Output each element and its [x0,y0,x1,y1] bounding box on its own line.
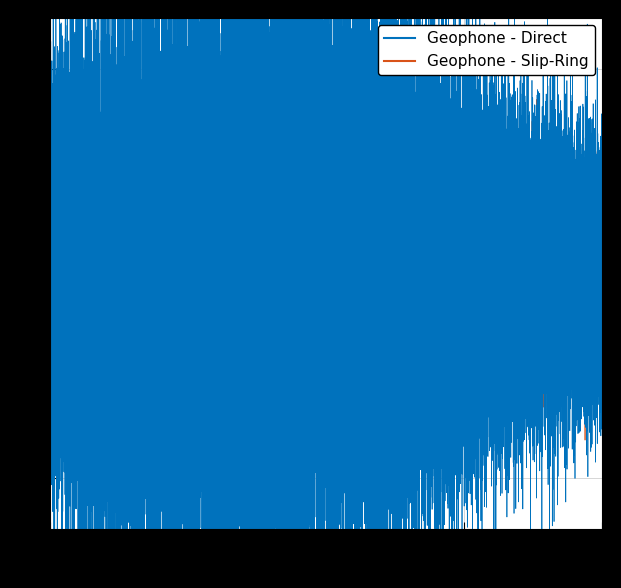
Geophone - Slip-Ring [456,256,464,263]
Legend: Geophone - Direct, Geophone - Slip-Ring: Geophone - Direct, Geophone - Slip-Ring [378,25,595,75]
Geophone - Direct [379,58,386,65]
Geophone - Slip-Ring [346,240,353,248]
Geophone - Direct [599,268,606,275]
Geophone - Direct [84,131,91,138]
Geophone - Slip-Ring [533,96,540,103]
Line: Geophone - Direct: Geophone - Direct [50,0,602,588]
Geophone - Slip-Ring [599,319,606,326]
Geophone - Slip-Ring [46,201,53,208]
Line: Geophone - Slip-Ring: Geophone - Slip-Ring [50,99,602,452]
Geophone - Direct [179,189,186,196]
Geophone - Slip-Ring [258,250,265,258]
Geophone - Slip-Ring [379,289,386,296]
Geophone - Slip-Ring [84,283,91,290]
Geophone - Direct [456,283,464,290]
Geophone - Direct [258,566,265,573]
Geophone - Slip-Ring [305,449,312,456]
Geophone - Direct [46,97,53,104]
Geophone - Slip-Ring [179,259,186,266]
Geophone - Direct [346,120,353,127]
